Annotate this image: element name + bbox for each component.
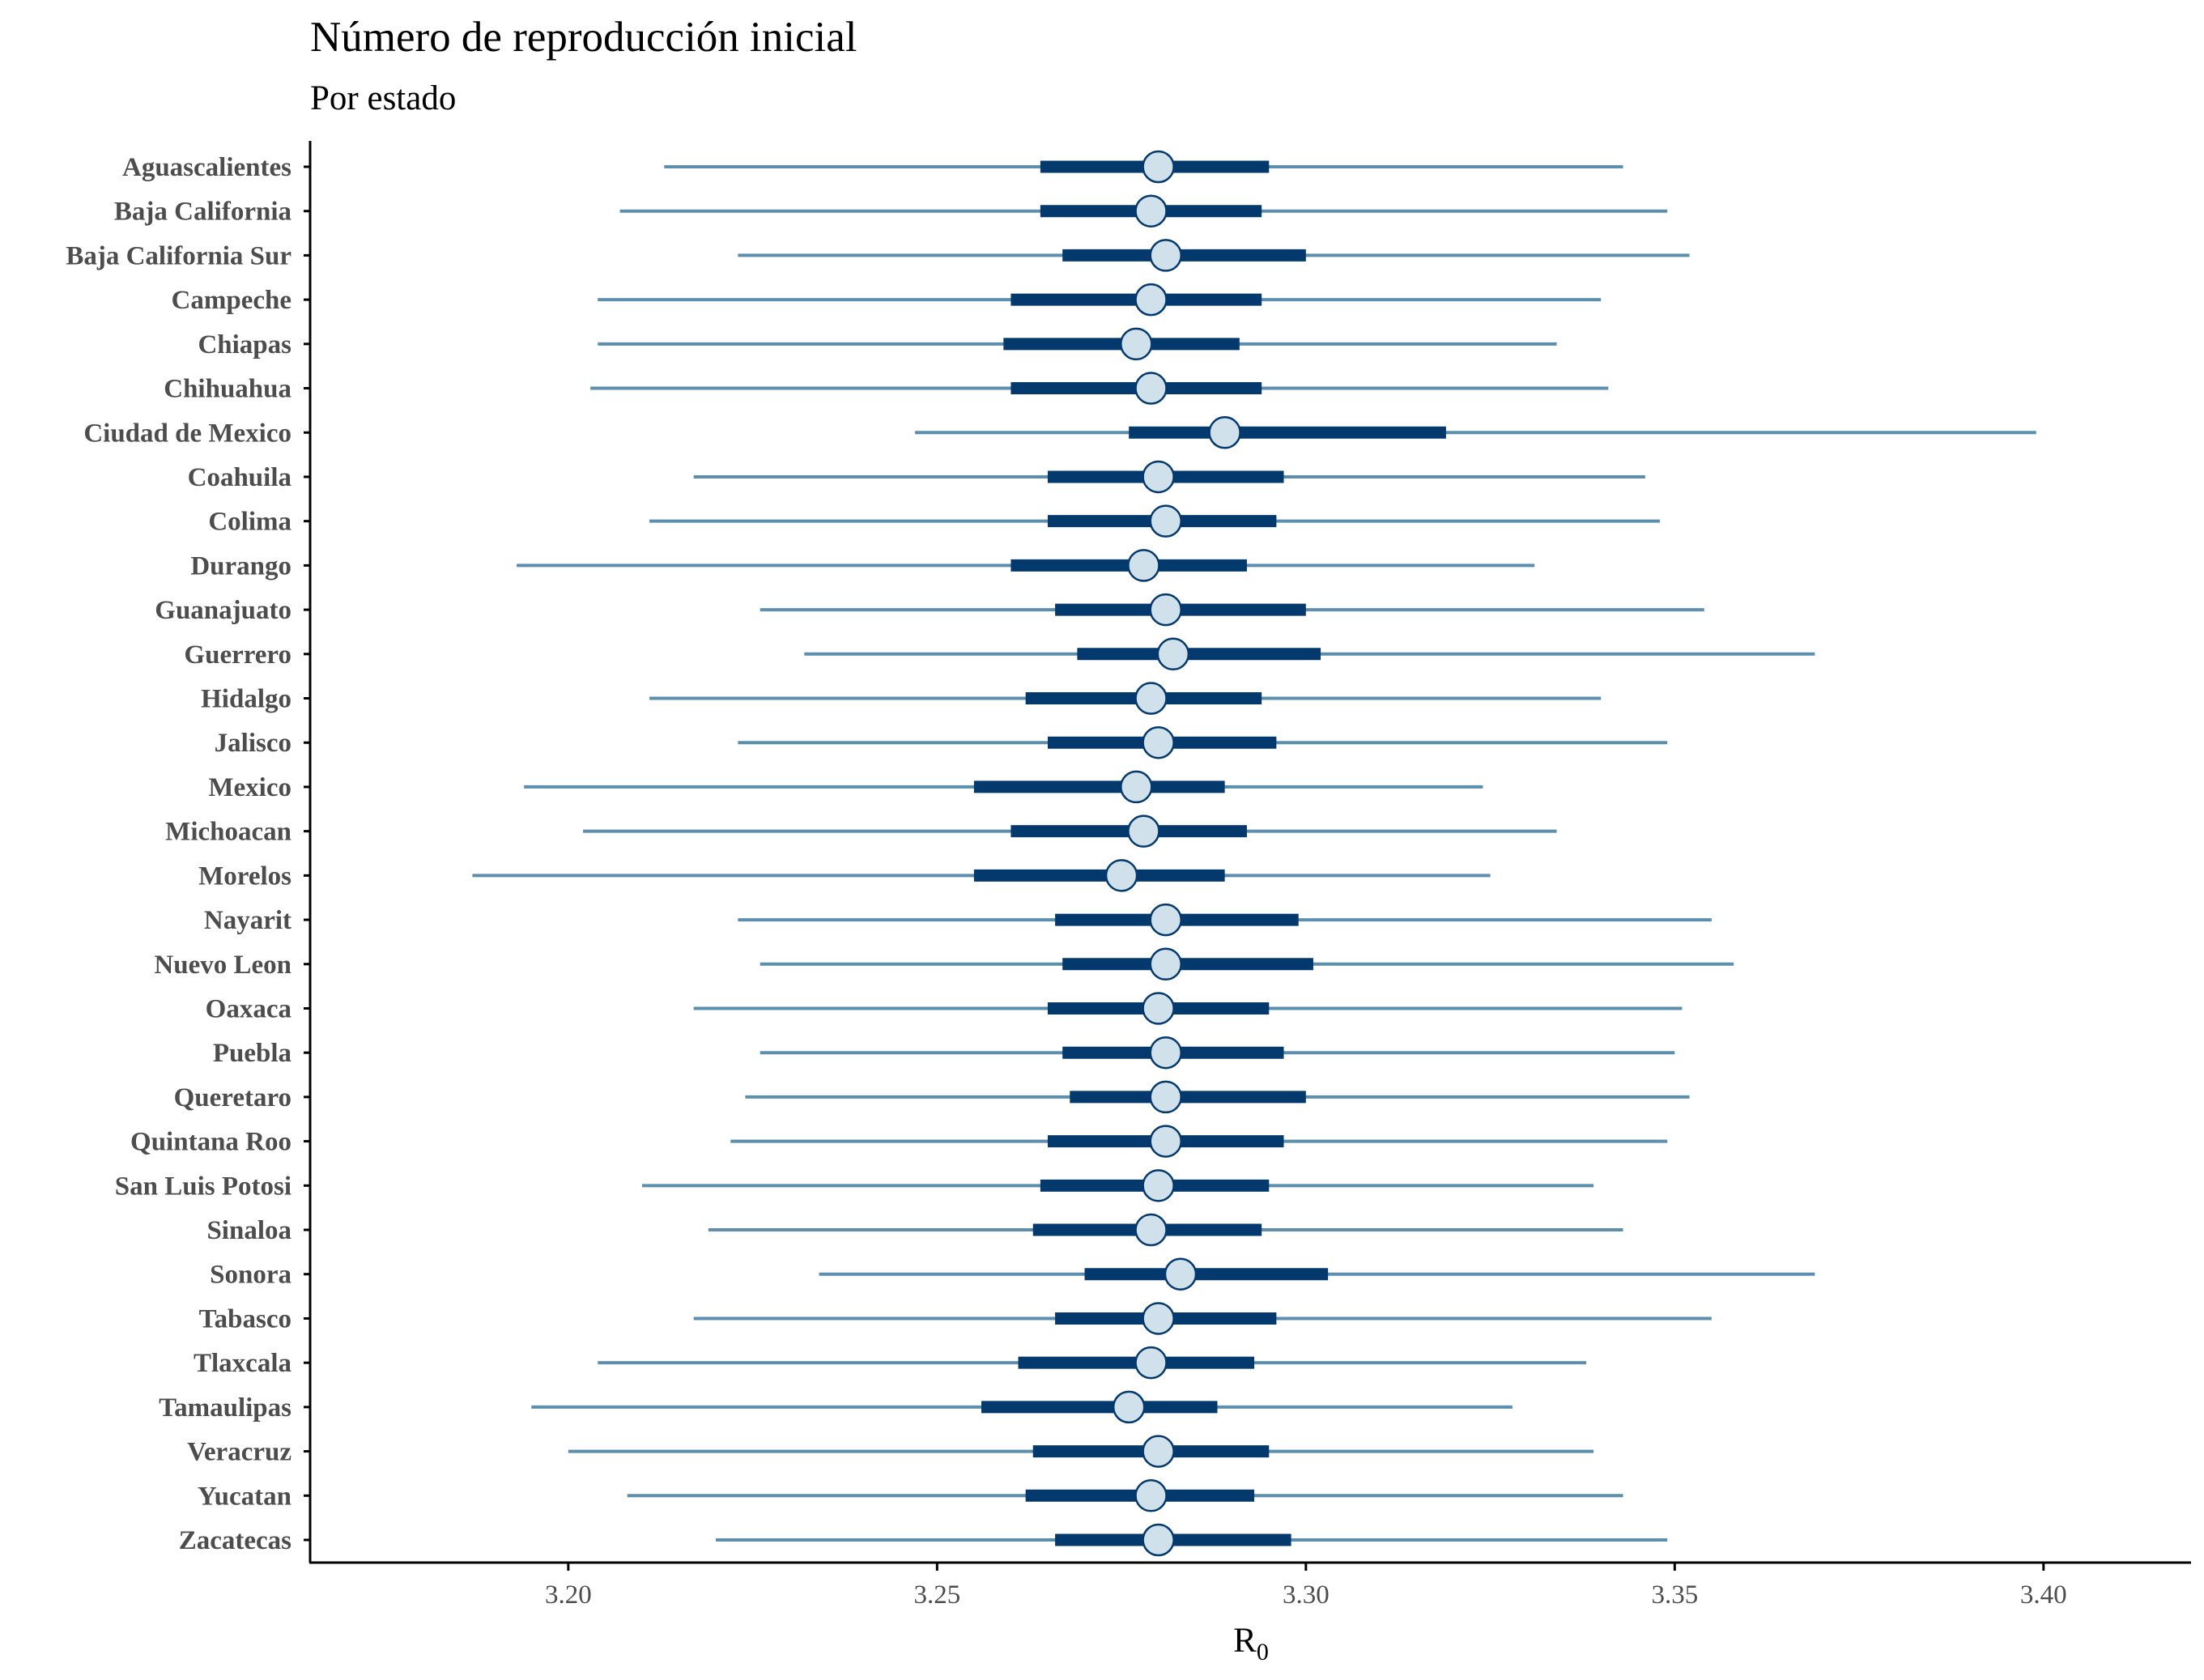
- median-point: [1134, 1213, 1168, 1247]
- chart-subtitle: Por estado: [310, 79, 456, 117]
- median-point: [1208, 416, 1241, 449]
- y-tick-label: Puebla: [213, 1039, 291, 1068]
- x-axis-label-subscript: 0: [1257, 1639, 1269, 1665]
- median-point: [1104, 859, 1138, 892]
- y-tick-label: Quintana Roo: [130, 1128, 291, 1157]
- x-axis-ticks: 3.20 3.25 3.30 3.35 3.40: [545, 1563, 2067, 1610]
- median-point: [1134, 372, 1168, 405]
- y-tick-label: Guanajuato: [155, 596, 291, 625]
- median-point: [1120, 327, 1153, 361]
- median-point: [1120, 770, 1153, 804]
- median-point: [1127, 814, 1160, 848]
- y-tick-label: Nuevo Leon: [154, 951, 291, 980]
- x-tick-label: 3.25: [913, 1580, 960, 1610]
- median-point: [1164, 1257, 1198, 1291]
- y-tick-label: Baja California Sur: [66, 241, 291, 270]
- y-tick-label: Zacatecas: [179, 1526, 291, 1555]
- x-axis-label-main: R: [1233, 1622, 1257, 1660]
- x-tick-label: 3.30: [1283, 1580, 1330, 1610]
- y-tick-label: Tabasco: [199, 1304, 291, 1333]
- y-tick-label: Veracruz: [187, 1438, 291, 1467]
- median-point: [1149, 1080, 1182, 1114]
- y-tick-label: Baja California: [114, 198, 291, 227]
- y-tick-label: Yucatan: [198, 1482, 291, 1511]
- median-point: [1149, 903, 1182, 937]
- chart-title: Número de reproducción inicial: [310, 14, 857, 61]
- median-point: [1142, 1302, 1175, 1335]
- median-point: [1142, 460, 1175, 494]
- x-tick-label: 3.40: [2020, 1580, 2067, 1610]
- y-tick-label: Chihuahua: [164, 375, 291, 404]
- y-tick-label: Hidalgo: [201, 685, 291, 714]
- median-point: [1149, 947, 1182, 981]
- y-axis-labels: Aguascalientes Baja California Baja Califo…: [66, 153, 310, 1555]
- median-point: [1134, 194, 1168, 228]
- median-point: [1142, 1523, 1175, 1557]
- y-tick-label: Queretaro: [174, 1083, 291, 1112]
- y-tick-label: Sinaloa: [206, 1216, 291, 1245]
- median-point: [1112, 1390, 1146, 1424]
- y-tick-label: Ciudad de Mexico: [83, 419, 291, 448]
- median-point: [1142, 150, 1175, 184]
- y-tick-label: Durango: [190, 551, 291, 581]
- median-point: [1134, 283, 1168, 317]
- median-point: [1149, 504, 1182, 538]
- y-tick-label: Tlaxcala: [194, 1349, 291, 1378]
- median-point: [1156, 637, 1190, 671]
- x-tick-label: 3.20: [545, 1580, 592, 1610]
- y-tick-label: Tamaulipas: [159, 1393, 291, 1423]
- median-point: [1134, 1346, 1168, 1380]
- y-tick-label: Oaxaca: [206, 994, 291, 1023]
- median-point: [1149, 1125, 1182, 1158]
- y-tick-label: Chiapas: [198, 330, 291, 359]
- median-point: [1142, 992, 1175, 1025]
- median-point: [1134, 1479, 1168, 1512]
- y-tick-label: Guerrero: [184, 640, 291, 670]
- y-tick-label: Morelos: [198, 861, 291, 891]
- y-tick-label: Michoacan: [165, 818, 291, 847]
- median-point: [1149, 593, 1182, 627]
- y-tick-label: Nayarit: [204, 906, 291, 935]
- y-tick-label: Coahuila: [188, 463, 291, 492]
- median-point: [1127, 549, 1160, 582]
- x-tick-label: 3.35: [1651, 1580, 1698, 1610]
- y-tick-label: Colima: [208, 508, 291, 537]
- y-tick-label: San Luis Potosi: [115, 1172, 291, 1201]
- y-tick-label: Aguascalientes: [122, 153, 291, 182]
- median-point: [1142, 1435, 1175, 1468]
- plot-area: [472, 150, 2036, 1557]
- x-axis-label: R0: [1233, 1622, 1269, 1665]
- y-tick-label: Sonora: [210, 1261, 291, 1290]
- y-tick-label: Mexico: [208, 773, 291, 802]
- y-tick-label: Jalisco: [215, 729, 291, 758]
- median-point: [1149, 1036, 1182, 1070]
- median-point: [1142, 1169, 1175, 1202]
- y-tick-label: Campeche: [172, 286, 291, 315]
- median-point: [1149, 239, 1182, 272]
- median-point: [1134, 682, 1168, 715]
- median-point: [1142, 725, 1175, 759]
